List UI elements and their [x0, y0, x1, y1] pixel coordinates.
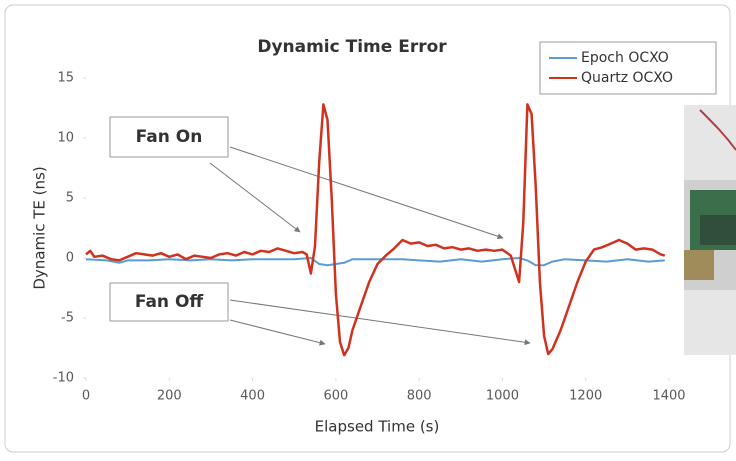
y-tick-label: 0: [66, 251, 74, 266]
x-tick-label: 1000: [486, 389, 519, 404]
x-tick-label: 600: [323, 389, 348, 404]
legend: Epoch OCXO Quartz OCXO: [539, 41, 717, 95]
x-tick-label: 400: [240, 389, 265, 404]
y-tick-label: -10: [53, 371, 74, 386]
x-tick-label: 1400: [652, 389, 685, 404]
y-tick-label: 10: [57, 131, 74, 146]
y-tick-label: 15: [57, 71, 74, 86]
x-tick-label: 800: [407, 389, 432, 404]
annotation: Fan Off: [135, 292, 204, 312]
photo: [684, 105, 736, 355]
y-tick-label: -5: [61, 311, 74, 326]
annotation: Fan On: [136, 127, 203, 147]
legend-label: Quartz OCXO: [581, 70, 673, 86]
x-axis-label: Elapsed Time (s): [315, 418, 440, 436]
legend-label: Epoch OCXO: [581, 50, 669, 66]
y-tick-label: 5: [66, 191, 74, 206]
y-axis-label: Dynamic TE (ns): [31, 166, 49, 289]
x-tick-label: 1200: [569, 389, 602, 404]
annotation-arrow: [209, 146, 531, 346]
annotation-box: [109, 116, 229, 322]
series-line: [85, 103, 666, 357]
x-tick-label: 200: [157, 389, 182, 404]
chart-title: Dynamic Time Error: [257, 37, 447, 57]
x-tick-label: 0: [82, 389, 90, 404]
